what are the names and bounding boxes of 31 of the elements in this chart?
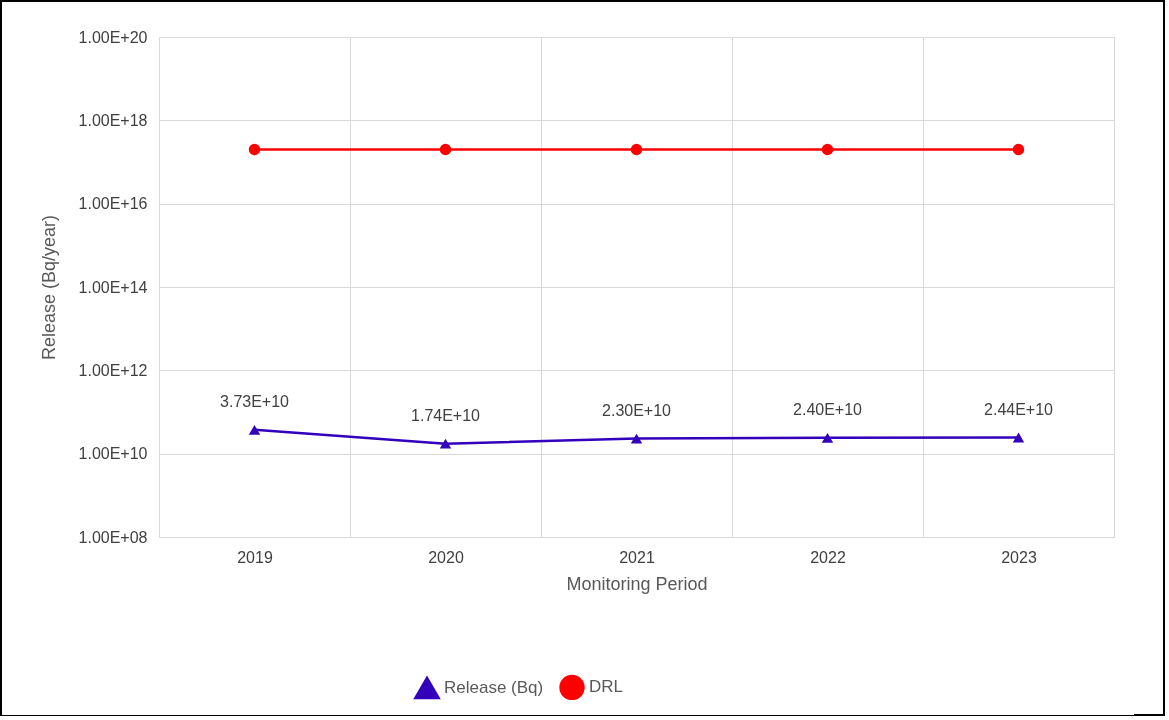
y-tick-label: 1.00E+08 (78, 528, 148, 546)
point (439, 438, 452, 449)
y-tick-label: 1.00E+20 (78, 28, 148, 46)
point (821, 143, 834, 156)
y-tick-label: 1.00E+14 (78, 278, 148, 296)
legend-label: DRL (589, 677, 624, 697)
y-axis-title: Release (Bq/year) (38, 214, 59, 361)
x-tick-label: 2022 (810, 548, 846, 566)
point (630, 143, 643, 156)
x-tick-label: 2019 (237, 548, 273, 566)
x-tick-label: 2023 (1001, 548, 1037, 566)
point (248, 143, 261, 156)
point (630, 433, 643, 444)
y-tick-label: 1.00E+18 (78, 111, 148, 129)
y-tick-label: 1.00E+10 (78, 445, 148, 463)
point (821, 432, 834, 443)
x-tick-label: 2020 (428, 548, 464, 566)
legend-label: Release (Bq) (444, 678, 544, 698)
point (439, 143, 452, 156)
point (1012, 432, 1025, 443)
data-label: 2.30E+10 (602, 401, 672, 419)
y-tick-label: 1.00E+16 (78, 195, 148, 213)
x-tick-label: 2021 (619, 548, 655, 566)
point (1012, 143, 1025, 156)
data-label: 2.44E+10 (984, 400, 1054, 418)
data-label: 3.73E+10 (220, 392, 290, 410)
y-tick-label: 1.00E+12 (78, 361, 148, 379)
data-label: 1.74E+10 (411, 406, 481, 424)
x-axis-title: Monitoring Period (566, 573, 708, 594)
data-label: 2.40E+10 (793, 400, 863, 418)
point (248, 424, 261, 435)
